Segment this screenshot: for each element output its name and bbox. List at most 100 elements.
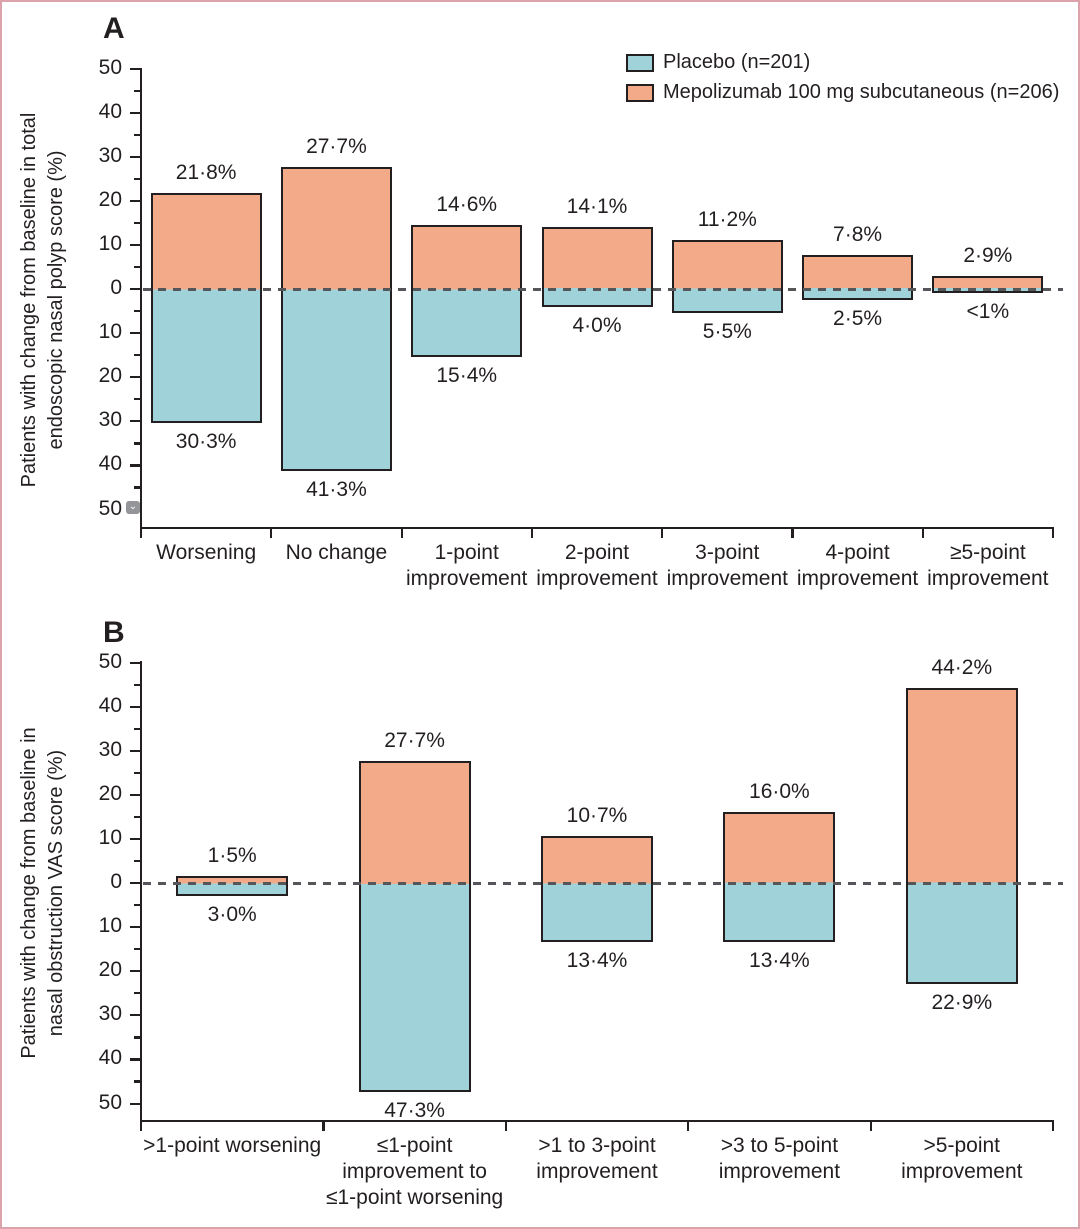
y-minor-tick — [134, 815, 141, 819]
y-major-tick — [130, 1102, 141, 1105]
category-label-line: improvement — [406, 567, 528, 590]
y-minor-tick — [134, 948, 141, 951]
value-label-placebo: 4·0% — [572, 313, 622, 337]
category-label: 1-point improvement — [402, 540, 532, 592]
value-label-mepolizumab: 27·7% — [306, 134, 367, 158]
zero-dashed-line — [143, 881, 1063, 885]
y-tick-label: 40 — [98, 99, 122, 123]
x-boundary-tick — [400, 529, 403, 539]
y-major-tick — [130, 661, 141, 664]
y-major-tick — [130, 155, 141, 158]
category-label-line: 3-point — [695, 541, 760, 564]
y-axis-line — [140, 68, 143, 527]
category-label-line: improvement — [536, 1160, 658, 1183]
y-tick-label: 10 — [98, 320, 122, 344]
x-boundary-tick — [270, 529, 273, 539]
y-tick-label: 20 — [98, 187, 122, 211]
panel-a: A Patients with change from baseline in … — [0, 0, 1080, 614]
y-tick-label: 0 — [110, 276, 122, 299]
y-tick-label: 30 — [98, 737, 122, 761]
value-label-placebo: 13·4% — [566, 949, 628, 973]
panel-a-plot-area: 50 40 30 20 10 0 10 20 30 40 50 21·8% 30·3% 27·7% 41·3… — [0, 0, 1080, 614]
y-minor-tick — [134, 771, 141, 774]
diverging-bar — [176, 876, 289, 897]
category-label-line: No change — [285, 541, 388, 564]
panel-b: B Patients with change from baseline in … — [0, 614, 1080, 1229]
y-major-tick — [130, 1014, 141, 1017]
diverging-bar — [358, 760, 471, 1092]
x-boundary-tick — [530, 529, 534, 539]
category-label-line: >1-point worsening — [143, 1134, 322, 1157]
category-label: 4-point improvement — [792, 540, 922, 592]
y-minor-tick — [134, 1036, 141, 1039]
diverging-bar — [411, 224, 523, 357]
category-label-line: improvement — [666, 567, 788, 590]
diverging-bar — [671, 239, 783, 314]
x-boundary-tick — [921, 529, 924, 539]
y-minor-tick — [134, 992, 141, 995]
panel-b-plot-area: 50 40 30 20 10 0 10 20 30 40 50 1·5% 3·0% 27·7% 47·3% 1… — [0, 614, 1080, 1229]
y-minor-tick — [134, 354, 141, 357]
y-major-tick — [130, 288, 141, 291]
category-label: No change — [271, 540, 401, 566]
category-label-line: 4-point — [825, 541, 890, 564]
x-boundary-tick — [322, 1122, 325, 1132]
diverging-bar — [541, 835, 653, 943]
legend: Placebo (n=201) Mepolizumab 100 mg subcu… — [626, 51, 1059, 111]
category-label-line: 1-point — [434, 541, 499, 564]
legend-label-mepolizumab: Mepolizumab 100 mg subcutaneous (n=206) — [663, 81, 1060, 103]
y-major-tick — [130, 926, 141, 929]
y-tick-label: 0 — [110, 870, 122, 893]
y-tick-label: 50 — [98, 55, 122, 79]
category-label-line: improvement to — [342, 1160, 487, 1183]
category-label: >3 to 5-point improvement — [688, 1133, 870, 1185]
y-major-tick — [130, 464, 141, 467]
y-major-tick — [130, 749, 141, 752]
value-label-placebo: 13·4% — [749, 949, 810, 973]
y-tick-label: 10 — [98, 914, 122, 938]
x-boundary-tick — [140, 529, 143, 539]
legend-row-placebo: Placebo (n=201) — [626, 51, 1059, 74]
value-label-placebo: 41·3% — [306, 478, 367, 502]
y-major-tick — [130, 199, 141, 202]
diverging-bar — [280, 166, 392, 472]
y-tick-label: 50 — [98, 496, 122, 520]
diverging-bar — [150, 192, 262, 423]
y-minor-tick — [134, 486, 141, 489]
x-boundary-tick — [661, 529, 664, 539]
value-label-placebo: 30·3% — [175, 429, 237, 453]
y-minor-tick — [134, 442, 141, 445]
value-label-mepolizumab: 14·6% — [436, 192, 498, 216]
y-tick-label: 20 — [98, 364, 122, 388]
y-minor-tick — [134, 265, 141, 269]
category-label-line: improvement — [536, 567, 658, 590]
x-axis-line — [140, 1120, 1054, 1123]
category-label: ≥5-point improvement — [923, 540, 1053, 592]
x-boundary-tick — [1052, 1122, 1055, 1132]
value-label-placebo: 22·9% — [931, 990, 993, 1014]
y-major-tick — [130, 837, 141, 841]
value-label-mepolizumab: 11·2% — [697, 207, 757, 231]
y-tick-label: 30 — [98, 143, 122, 167]
category-label-line: 2-point — [564, 541, 630, 564]
diverging-bar — [802, 254, 914, 301]
y-minor-tick — [134, 683, 141, 686]
category-label-line: ≤1-point worsening — [325, 1186, 504, 1209]
y-major-tick — [130, 970, 141, 973]
category-label: ≤1-point improvement to ≤1-point worsening — [323, 1133, 505, 1211]
value-label-placebo: 5·5% — [702, 320, 752, 344]
y-minor-tick — [134, 904, 141, 907]
category-label: 2-point improvement — [532, 540, 662, 592]
value-label-placebo: 3·0% — [207, 903, 257, 927]
y-tick-label: 30 — [98, 1002, 122, 1026]
category-label-line: >3 to 5-point — [720, 1134, 839, 1157]
value-label-placebo: <1% — [966, 299, 1010, 323]
value-label-placebo: 15·4% — [436, 363, 498, 387]
value-label-mepolizumab: 1·5% — [207, 844, 257, 868]
category-label-line: improvement — [927, 567, 1049, 590]
diverging-bar — [905, 688, 1018, 984]
y-minor-tick — [134, 1080, 141, 1083]
value-label-mepolizumab: 44·2% — [931, 656, 993, 680]
y-axis-line — [140, 661, 143, 1120]
legend-row-mepolizumab: Mepolizumab 100 mg subcutaneous (n=206) — [626, 81, 1059, 104]
